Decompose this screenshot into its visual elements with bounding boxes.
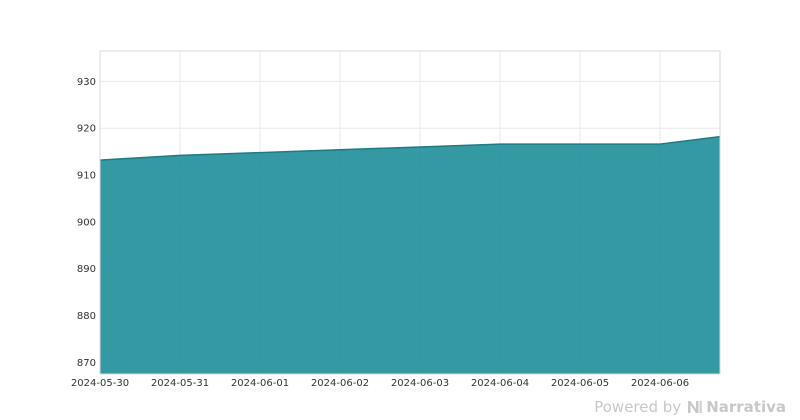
brand-logo: Narrativa [687,398,786,416]
x-tick-label: 2024-06-01 [231,378,289,389]
y-tick-label: 900 [77,217,96,228]
y-tick-label: 920 [77,124,96,135]
x-axis-ticks: 2024-05-30 2024-05-31 2024-06-01 2024-06-02… [71,378,689,389]
x-tick-label: 2024-05-31 [151,378,209,389]
area-series [99,135,721,374]
x-tick-label: 2024-06-03 [391,378,449,389]
y-tick-label: 910 [77,171,96,182]
x-tick-label: 2024-06-04 [471,378,529,389]
area-fill [100,136,720,374]
y-tick-label: 890 [77,264,96,275]
y-tick-label: 880 [77,311,96,322]
x-tick-label: 2024-06-06 [631,378,689,389]
powered-by-credit[interactable]: Powered by Narrativa [594,398,786,416]
y-axis-ticks: 870 880 890 900 910 920 930 [77,77,96,369]
brand-name: Narrativa [706,398,786,416]
x-tick-label: 2024-05-30 [71,378,129,389]
plot-frame [99,50,721,375]
narrativa-logo-icon [688,401,703,413]
x-tick-label: 2024-06-05 [551,378,609,389]
powered-by-label: Powered by [594,398,682,416]
y-tick-label: 870 [77,358,96,369]
x-tick-label: 2024-06-02 [311,378,369,389]
y-tick-label: 930 [77,77,96,88]
